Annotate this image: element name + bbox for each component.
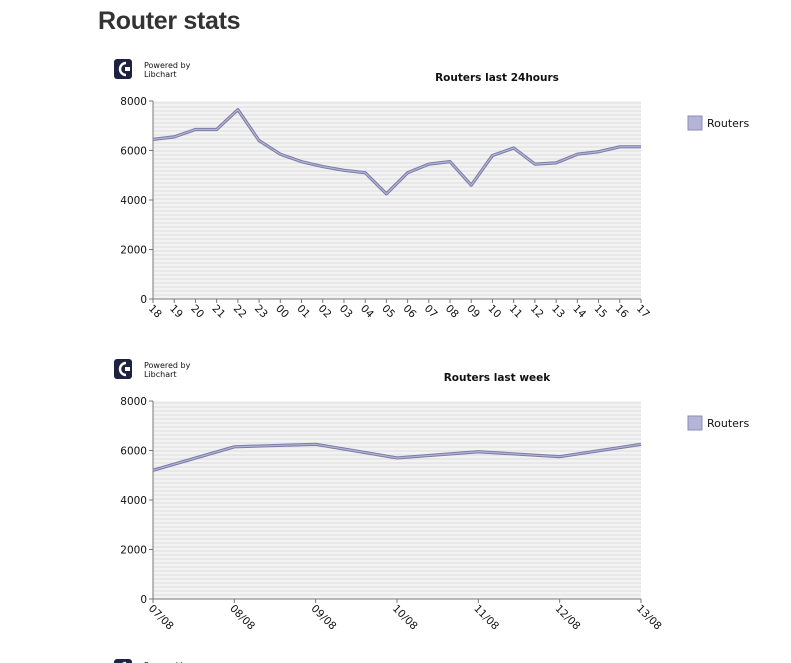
x-tick-label: 19: [167, 303, 185, 321]
logo-mark-icon: [114, 359, 132, 379]
libchart-label: Libchart: [144, 70, 177, 79]
legend: Routers: [687, 415, 749, 431]
x-tick-label: 09: [464, 303, 482, 321]
x-tick-label: 09/08: [309, 603, 339, 633]
x-tick-label: 07: [422, 303, 440, 321]
x-tick-label: 08/08: [227, 603, 257, 633]
chart-third-svg: Powered by: [114, 659, 191, 663]
x-tick-label: 11: [507, 303, 525, 321]
x-tick-label: 02: [316, 303, 334, 321]
powered-by-label: Powered by: [144, 61, 191, 70]
x-tick-label: 00: [273, 303, 291, 321]
y-tick-label: 2000: [120, 545, 147, 557]
libchart-logo: Powered by Libchart: [114, 59, 191, 79]
chart-week-svg: Powered by Libchart Routers last week 0 2…: [114, 359, 749, 633]
x-tick-label: 20: [188, 303, 206, 321]
x-tick-label: 01: [294, 303, 312, 321]
y-tick-label: 6000: [120, 446, 147, 458]
x-tick-label: 14: [570, 303, 588, 321]
legend-label: Routers: [707, 117, 749, 130]
x-tick-label: 07/08: [146, 603, 176, 633]
chart-week: Powered by Libchart Routers last week 0 2…: [98, 354, 791, 644]
y-tick-label: 8000: [120, 396, 147, 408]
x-tick-label: 10: [485, 303, 503, 321]
x-tick-label: 16: [613, 303, 631, 321]
x-tick-label: 03: [337, 303, 355, 321]
series-line-highlight: [152, 109, 641, 195]
x-tick-label: 17: [634, 303, 652, 321]
y-tick-label: 4000: [120, 195, 147, 207]
y-tick-label: 0: [140, 294, 147, 306]
page-title: Router stats: [98, 7, 241, 35]
chart-title: Routers last week: [444, 372, 552, 384]
chart-third-partial: Powered by: [98, 654, 791, 663]
x-tick-label: 10/08: [390, 603, 420, 633]
libchart-logo: Powered by Libchart: [114, 359, 191, 379]
chart-24h-svg: Powered by Libchart Routers last 24hours…: [114, 59, 749, 321]
x-tick-label: 05: [379, 303, 397, 321]
legend: Routers: [687, 115, 749, 131]
x-tick-label: 08: [443, 303, 461, 321]
y-tick-label: 4000: [120, 495, 147, 507]
x-tick-label: 21: [210, 303, 228, 321]
y-tick-label: 0: [140, 594, 147, 606]
powered-by-label: Powered by: [144, 361, 191, 370]
x-tick-label: 06: [400, 303, 418, 321]
x-tick-label: 12/08: [553, 603, 583, 633]
x-tick-label: 18: [146, 303, 164, 321]
x-tick-label: 12: [528, 303, 546, 321]
plot-background: [153, 401, 641, 599]
chart-24h: Powered by Libchart Routers last 24hours…: [98, 54, 791, 344]
powered-by-label: Powered by: [144, 661, 191, 663]
plot-background: [153, 101, 641, 299]
x-tick-label: 15: [591, 303, 609, 321]
x-tick-label: 11/08: [471, 603, 501, 633]
y-tick-label: 8000: [120, 96, 147, 108]
y-tick-label: 2000: [120, 245, 147, 257]
x-tick-label: 13: [549, 303, 567, 321]
x-tick-label: 04: [358, 303, 376, 321]
plot-area: 0 2000 4000 6000 8000 07/08 08/08 09/08 10/08 11/…: [120, 396, 663, 633]
legend-swatch: [687, 115, 703, 131]
legend-swatch: [687, 415, 703, 431]
x-tick-label: 13/08: [634, 603, 664, 633]
libchart-label: Libchart: [144, 370, 177, 379]
logo-mark-icon: [114, 59, 132, 79]
x-tick-label: 22: [231, 303, 249, 321]
y-tick-label: 6000: [120, 146, 147, 158]
legend-label: Routers: [707, 417, 749, 430]
logo-mark-icon: [114, 659, 132, 663]
x-tick-label: 23: [252, 303, 270, 321]
chart-title: Routers last 24hours: [435, 72, 559, 84]
